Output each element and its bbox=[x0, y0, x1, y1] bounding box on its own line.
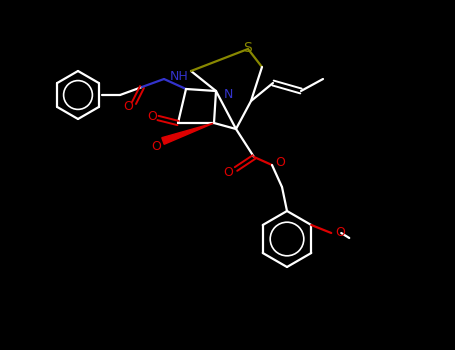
Text: O: O bbox=[147, 111, 157, 124]
Text: O: O bbox=[123, 99, 133, 112]
Text: N: N bbox=[224, 89, 233, 101]
Text: NH: NH bbox=[170, 70, 189, 84]
Text: O: O bbox=[223, 167, 233, 180]
Polygon shape bbox=[162, 123, 214, 144]
Text: S: S bbox=[243, 41, 253, 55]
Text: O: O bbox=[151, 140, 161, 153]
Text: O: O bbox=[275, 156, 285, 169]
Text: O: O bbox=[335, 225, 345, 238]
